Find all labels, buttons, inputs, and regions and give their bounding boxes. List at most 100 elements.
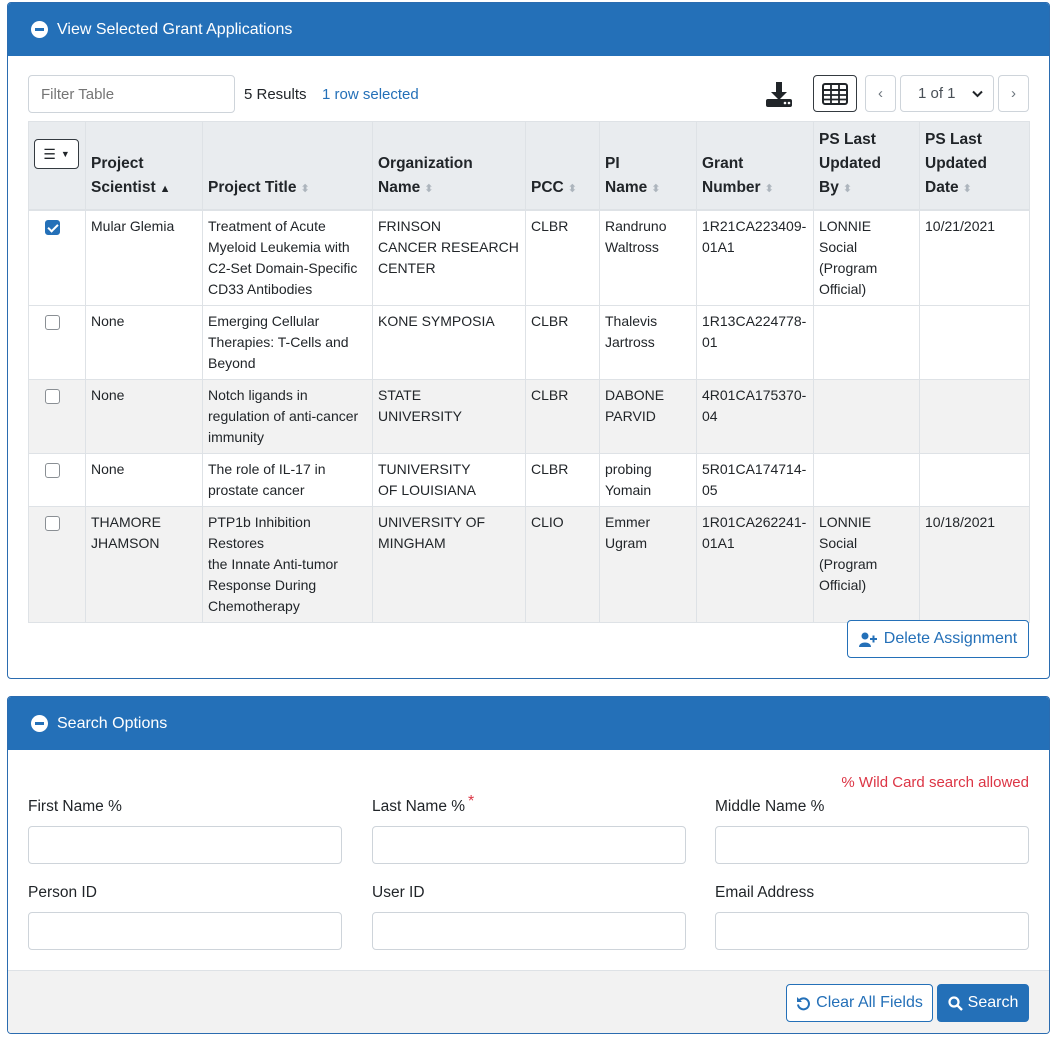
column-header-text: PI	[605, 155, 620, 172]
cell-line: The role of IL-17 in	[208, 461, 326, 477]
column-header-text: Date ⬍	[925, 179, 972, 196]
column-header-5[interactable]: Grant Number ⬍	[696, 121, 814, 211]
first-name-input[interactable]	[28, 826, 342, 864]
cell-line: Official)	[819, 281, 867, 297]
cell-ps-date: 10/21/2021	[919, 209, 1030, 306]
collapse-icon[interactable]	[31, 21, 48, 38]
cell-line: KONE SYMPOSIA	[378, 313, 495, 329]
cell-scientist: THAMORE JHAMSON	[85, 506, 203, 623]
cell-line: Beyond	[208, 355, 256, 371]
middle-name-input[interactable]	[715, 826, 1029, 864]
cell-line: Mular Glemia	[91, 218, 175, 234]
row-checkbox[interactable]	[45, 516, 60, 531]
column-header-0[interactable]: Project Scientist ▲	[85, 121, 203, 211]
cell-line: LONNIE	[819, 514, 872, 530]
row-checkbox[interactable]	[45, 315, 60, 330]
delete-assignment-button[interactable]: Delete Assignment	[847, 620, 1029, 658]
cell-title: Notch ligands in regulation of anti-cance…	[202, 379, 373, 454]
email-input[interactable]	[715, 912, 1029, 950]
row-select-cell	[28, 453, 86, 507]
cell-pi: probing Yomain	[599, 453, 697, 507]
cell-line: 01A1	[702, 239, 735, 255]
table-row[interactable]: None Emerging Cellular Therapies: T-Cells …	[28, 305, 1030, 380]
column-header-2[interactable]: Organization Name ⬍	[372, 121, 526, 211]
cell-org: UNIVERSITY OF MINGHAM	[372, 506, 526, 623]
cell-ps-date	[919, 453, 1030, 507]
cell-line: 01	[702, 334, 718, 350]
cell-line: CANCER RESEARCH	[378, 239, 519, 255]
cell-line: STATE	[378, 387, 422, 403]
cell-line: UNIVERSITY	[378, 408, 463, 424]
cell-line: Chemotherapy	[208, 598, 300, 614]
last-name-input[interactable]	[372, 826, 686, 864]
chevron-left-icon: ‹	[878, 85, 883, 102]
grant-panel-header[interactable]: View Selected Grant Applications	[8, 3, 1049, 56]
cell-grant: 1R21CA223409- 01A1	[696, 209, 814, 306]
grant-panel-title: View Selected Grant Applications	[57, 20, 293, 38]
column-header-4[interactable]: PI Name ⬍	[599, 121, 697, 211]
column-header-text: Name ⬍	[378, 179, 434, 196]
table-header-row: ☰ ▼ Project Scientist ▲ Project Title ⬍ Organ…	[28, 121, 1030, 211]
chevron-right-icon: ›	[1011, 85, 1016, 102]
clear-all-fields-button[interactable]: Clear All Fields	[786, 984, 933, 1022]
sort-ascending-icon[interactable]: ▲	[159, 183, 171, 195]
sort-icon[interactable]: ⬍	[764, 183, 774, 195]
previous-page-button[interactable]: ‹	[865, 75, 896, 112]
collapse-icon[interactable]	[31, 715, 48, 732]
search-button[interactable]: Search	[937, 984, 1029, 1022]
clear-all-fields-label: Clear All Fields	[816, 994, 923, 1011]
cell-line: (Program	[819, 556, 878, 572]
column-menu-button[interactable]: ☰ ▼	[34, 138, 79, 169]
cell-title: Emerging Cellular Therapies: T-Cells and B…	[202, 305, 373, 380]
column-header-text: Updated	[925, 155, 987, 172]
table-view-button[interactable]	[813, 75, 857, 112]
cell-ps-by: LONNIE Social (Program Official)	[813, 209, 920, 306]
cell-line: Treatment of Acute	[208, 218, 326, 234]
page-select[interactable]: 1 of 1	[900, 75, 994, 112]
sort-icon[interactable]: ⬍	[567, 183, 577, 195]
sort-icon[interactable]: ⬍	[842, 183, 853, 195]
table-row[interactable]: None Notch ligands in regulation of anti-c…	[28, 379, 1030, 454]
filter-table-input[interactable]	[28, 75, 235, 113]
cell-ps-by	[813, 379, 920, 454]
search-options-panel: Search Options % Wild Card search allowe…	[7, 696, 1050, 1034]
sort-icon[interactable]: ⬍	[424, 183, 434, 195]
cell-line: UNIVERSITY OF	[378, 514, 486, 530]
column-header-3[interactable]: PCC ⬍	[525, 121, 600, 211]
search-panel-header[interactable]: Search Options	[8, 697, 1049, 750]
column-header-text: PCC ⬍	[531, 179, 577, 196]
user-id-input[interactable]	[372, 912, 686, 950]
next-page-button[interactable]: ›	[998, 75, 1029, 112]
table-row[interactable]: Mular Glemia Treatment of Acute Myeloid Le…	[28, 209, 1030, 306]
cell-line: 01A1	[702, 535, 735, 551]
table-row[interactable]: None The role of IL-17 in prostate cancer T…	[28, 453, 1030, 507]
delete-assignment-label: Delete Assignment	[883, 630, 1018, 647]
cell-line: Social	[819, 535, 858, 551]
row-checkbox[interactable]	[45, 463, 60, 478]
person-id-input[interactable]	[28, 912, 342, 950]
search-panel-title: Search Options	[57, 714, 168, 732]
cell-org: FRINSON CANCER RESEARCH CENTER	[372, 209, 526, 306]
row-checkbox[interactable]	[45, 389, 60, 404]
sort-icon[interactable]: ⬍	[962, 183, 972, 195]
download-icon[interactable]	[764, 79, 794, 109]
cell-grant: 1R13CA224778- 01	[696, 305, 814, 380]
cell-line: Thalevis	[605, 313, 658, 329]
cell-line: 04	[702, 408, 718, 424]
cell-title: Treatment of Acute Myeloid Leukemia with C…	[202, 209, 373, 306]
cell-scientist: None	[85, 305, 203, 380]
cell-title: PTP1b Inhibition Restores the Innate Anti…	[202, 506, 373, 623]
column-header-6[interactable]: PS Last Updated By ⬍	[813, 121, 920, 211]
cell-line: Therapies: T-Cells and	[208, 334, 349, 350]
column-header-1[interactable]: Project Title ⬍	[202, 121, 373, 211]
column-header-text: Project Title ⬍	[208, 179, 310, 196]
table-row[interactable]: THAMORE JHAMSON PTP1b Inhibition Restores t…	[28, 506, 1030, 623]
row-checkbox[interactable]	[45, 220, 60, 235]
cell-ps-date	[919, 305, 1030, 380]
wildcard-note: % Wild Card search allowed	[841, 774, 1029, 791]
sort-icon[interactable]: ⬍	[651, 183, 661, 195]
sort-icon[interactable]: ⬍	[300, 183, 310, 195]
search-footer: Clear All Fields Search	[8, 970, 1049, 1033]
cell-line: MINGHAM	[378, 535, 446, 551]
column-header-7[interactable]: PS Last Updated Date ⬍	[919, 121, 1030, 211]
